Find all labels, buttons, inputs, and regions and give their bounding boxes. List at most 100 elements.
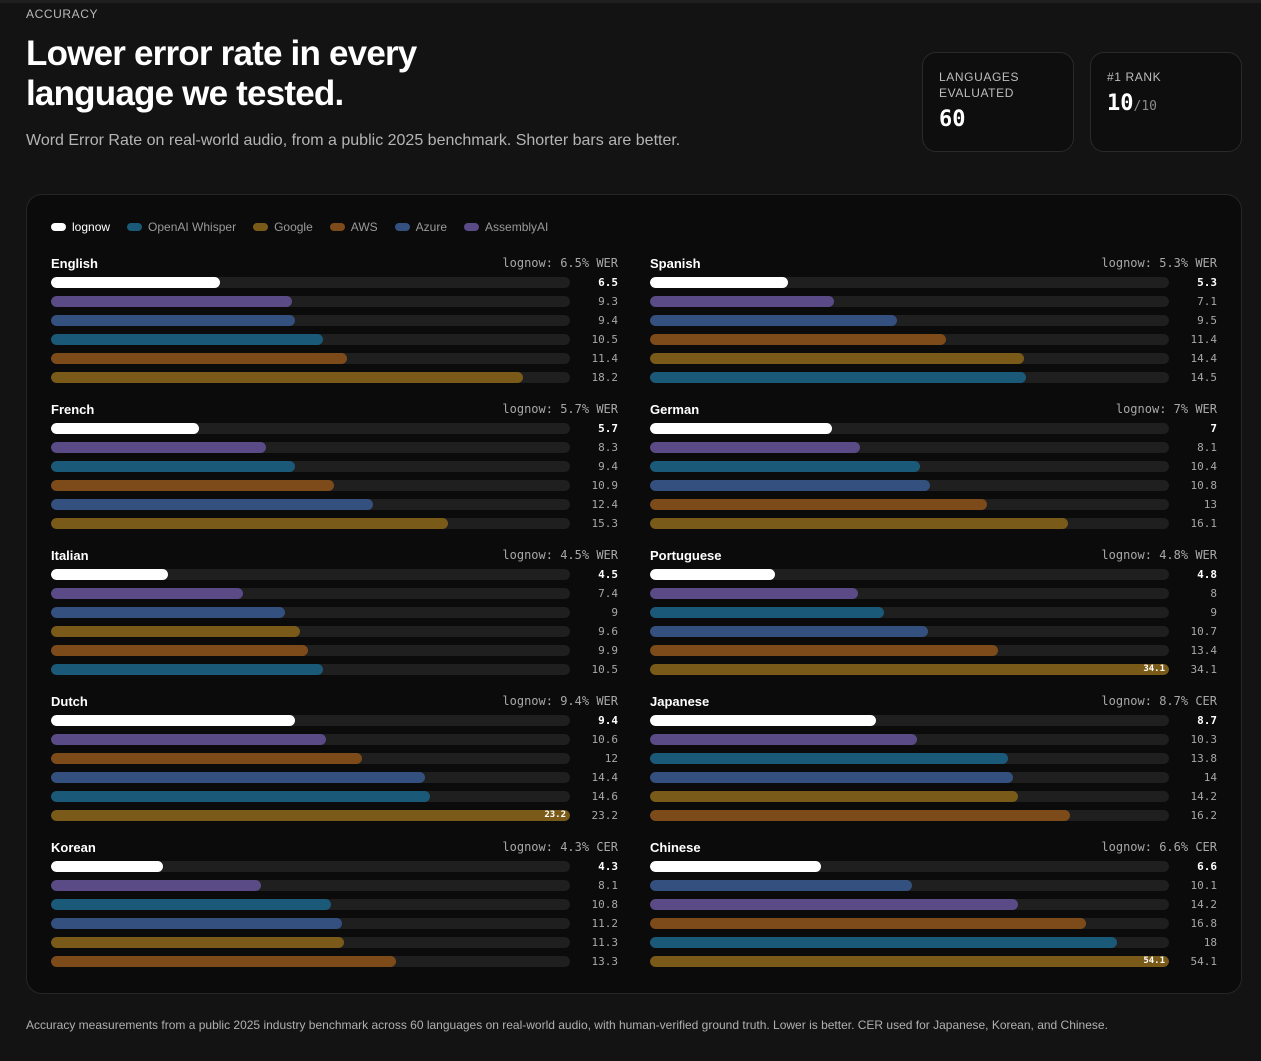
bar-value-label: 10.3 [1190, 733, 1218, 746]
bar-value-label: 10.5 [591, 663, 619, 676]
bar-value-label: 5.3 [1197, 276, 1217, 289]
bar-track [51, 569, 570, 580]
bar-row-aws: 13.4 [650, 642, 1217, 661]
bar-aws [51, 956, 396, 967]
bar-google [51, 372, 523, 383]
bar-openai [51, 461, 295, 472]
bar-value-label: 12 [604, 752, 618, 765]
bar-track: 54.1 [650, 956, 1169, 967]
bar-value-label: 6.5 [598, 276, 618, 289]
bar-row-assemblyai: 7.1 [650, 293, 1217, 312]
bar-track [51, 956, 570, 967]
bar-assemblyai [51, 880, 261, 891]
stat-number: 10 [1107, 91, 1134, 116]
bar-track [650, 734, 1169, 745]
bar-aws [51, 645, 308, 656]
bar-azure [650, 315, 897, 326]
bar-track [51, 277, 570, 288]
bar-value-label: 10.1 [1190, 879, 1218, 892]
legend-swatch [394, 223, 410, 231]
bar-track [51, 626, 570, 637]
bar-track [650, 480, 1169, 491]
bar-value-label: 8.1 [598, 879, 618, 892]
group-header: Japanese lognow: 8.7% CER [650, 694, 1217, 712]
bar-inline-label: 54.1 [1143, 956, 1165, 966]
bar-value-label: 11.2 [591, 917, 619, 930]
language-summary: lognow: 4.5% WER [502, 548, 618, 562]
bar-aws [51, 480, 334, 491]
legend-swatch [329, 223, 345, 231]
language-summary: lognow: 7% WER [1115, 402, 1217, 416]
bar-row-google: 14.2 [650, 788, 1217, 807]
bar-lognow [650, 569, 775, 580]
bar-track [51, 899, 570, 910]
bar-track [51, 645, 570, 656]
language-group-german: German lognow: 7% WER 7 8.1 10.4 10.8 13 16.1 [650, 402, 1217, 534]
bar-openai [650, 753, 1008, 764]
bar-lognow [51, 715, 295, 726]
bar-value-label: 14.2 [1190, 790, 1218, 803]
bar-row-assemblyai: 14.2 [650, 896, 1217, 915]
bar-value-label: 18.2 [591, 371, 619, 384]
bar-track [650, 937, 1169, 948]
legend-item-azure: Azure [394, 220, 447, 234]
group-header: Dutch lognow: 9.4% WER [51, 694, 618, 712]
bar-row-google: 14.4 [650, 350, 1217, 369]
bar-value-label: 18 [1203, 936, 1217, 949]
legend-label: AssemblyAI [485, 220, 549, 234]
bar-row-google: 54.1 54.1 [650, 953, 1217, 972]
bar-row-aws: 11.4 [650, 331, 1217, 350]
bar-google: 54.1 [650, 956, 1169, 967]
bar-openai [51, 791, 430, 802]
bar-value-label: 12.4 [591, 498, 619, 511]
legend-label: Google [274, 220, 313, 234]
legend-label: AWS [350, 220, 378, 234]
language-group-italian: Italian lognow: 4.5% WER 4.5 7.4 9 9.6 9.9 10.5 [51, 548, 618, 680]
bar-track [51, 937, 570, 948]
bar-aws [51, 353, 347, 364]
language-name: German [650, 402, 700, 417]
bar-value-label: 13.3 [591, 955, 619, 968]
bar-track [650, 753, 1169, 764]
bar-value-label: 15.3 [591, 517, 619, 530]
bar-value-label: 7 [1210, 422, 1217, 435]
stat-card-languages: LANGUAGES EVALUATED 60 [922, 52, 1074, 152]
legend-item-aws: AWS [329, 220, 378, 234]
bar-track [51, 296, 570, 307]
language-summary: lognow: 4.3% CER [502, 840, 618, 854]
bar-assemblyai [51, 442, 266, 453]
bar-row-openai: 14.6 [51, 788, 618, 807]
bar-azure [650, 626, 928, 637]
bar-azure [51, 772, 425, 783]
bar-value-label: 14 [1203, 771, 1217, 784]
bar-track [650, 810, 1169, 821]
bar-row-google: 9.6 [51, 623, 618, 642]
bar-track [650, 518, 1169, 529]
bar-google: 34.1 [650, 664, 1169, 675]
bar-openai [51, 664, 323, 675]
bar-assemblyai [650, 296, 834, 307]
bar-assemblyai [650, 442, 860, 453]
bar-row-google: 23.2 23.2 [51, 807, 618, 826]
bar-lognow [650, 423, 832, 434]
bar-openai [650, 372, 1026, 383]
bar-row-lognow: 7 [650, 420, 1217, 439]
bar-row-assemblyai: 7.4 [51, 585, 618, 604]
language-name: Japanese [650, 694, 710, 709]
bar-row-aws: 9.9 [51, 642, 618, 661]
bar-row-assemblyai: 10.6 [51, 731, 618, 750]
group-header: English lognow: 6.5% WER [51, 256, 618, 274]
bar-row-assemblyai: 10.3 [650, 731, 1217, 750]
language-name: French [51, 402, 95, 417]
bar-value-label: 34.1 [1190, 663, 1218, 676]
bar-track [650, 607, 1169, 618]
language-group-english: English lognow: 6.5% WER 6.5 9.3 9.4 10.5 11.4… [51, 256, 618, 388]
bar-row-aws: 12 [51, 750, 618, 769]
bar-value-label: 7.1 [1197, 295, 1217, 308]
bar-aws [650, 645, 998, 656]
bar-row-openai: 10.5 [51, 331, 618, 350]
bar-row-openai: 10.4 [650, 458, 1217, 477]
language-name: Dutch [51, 694, 88, 709]
bar-track [51, 791, 570, 802]
bar-value-label: 14.2 [1190, 898, 1218, 911]
